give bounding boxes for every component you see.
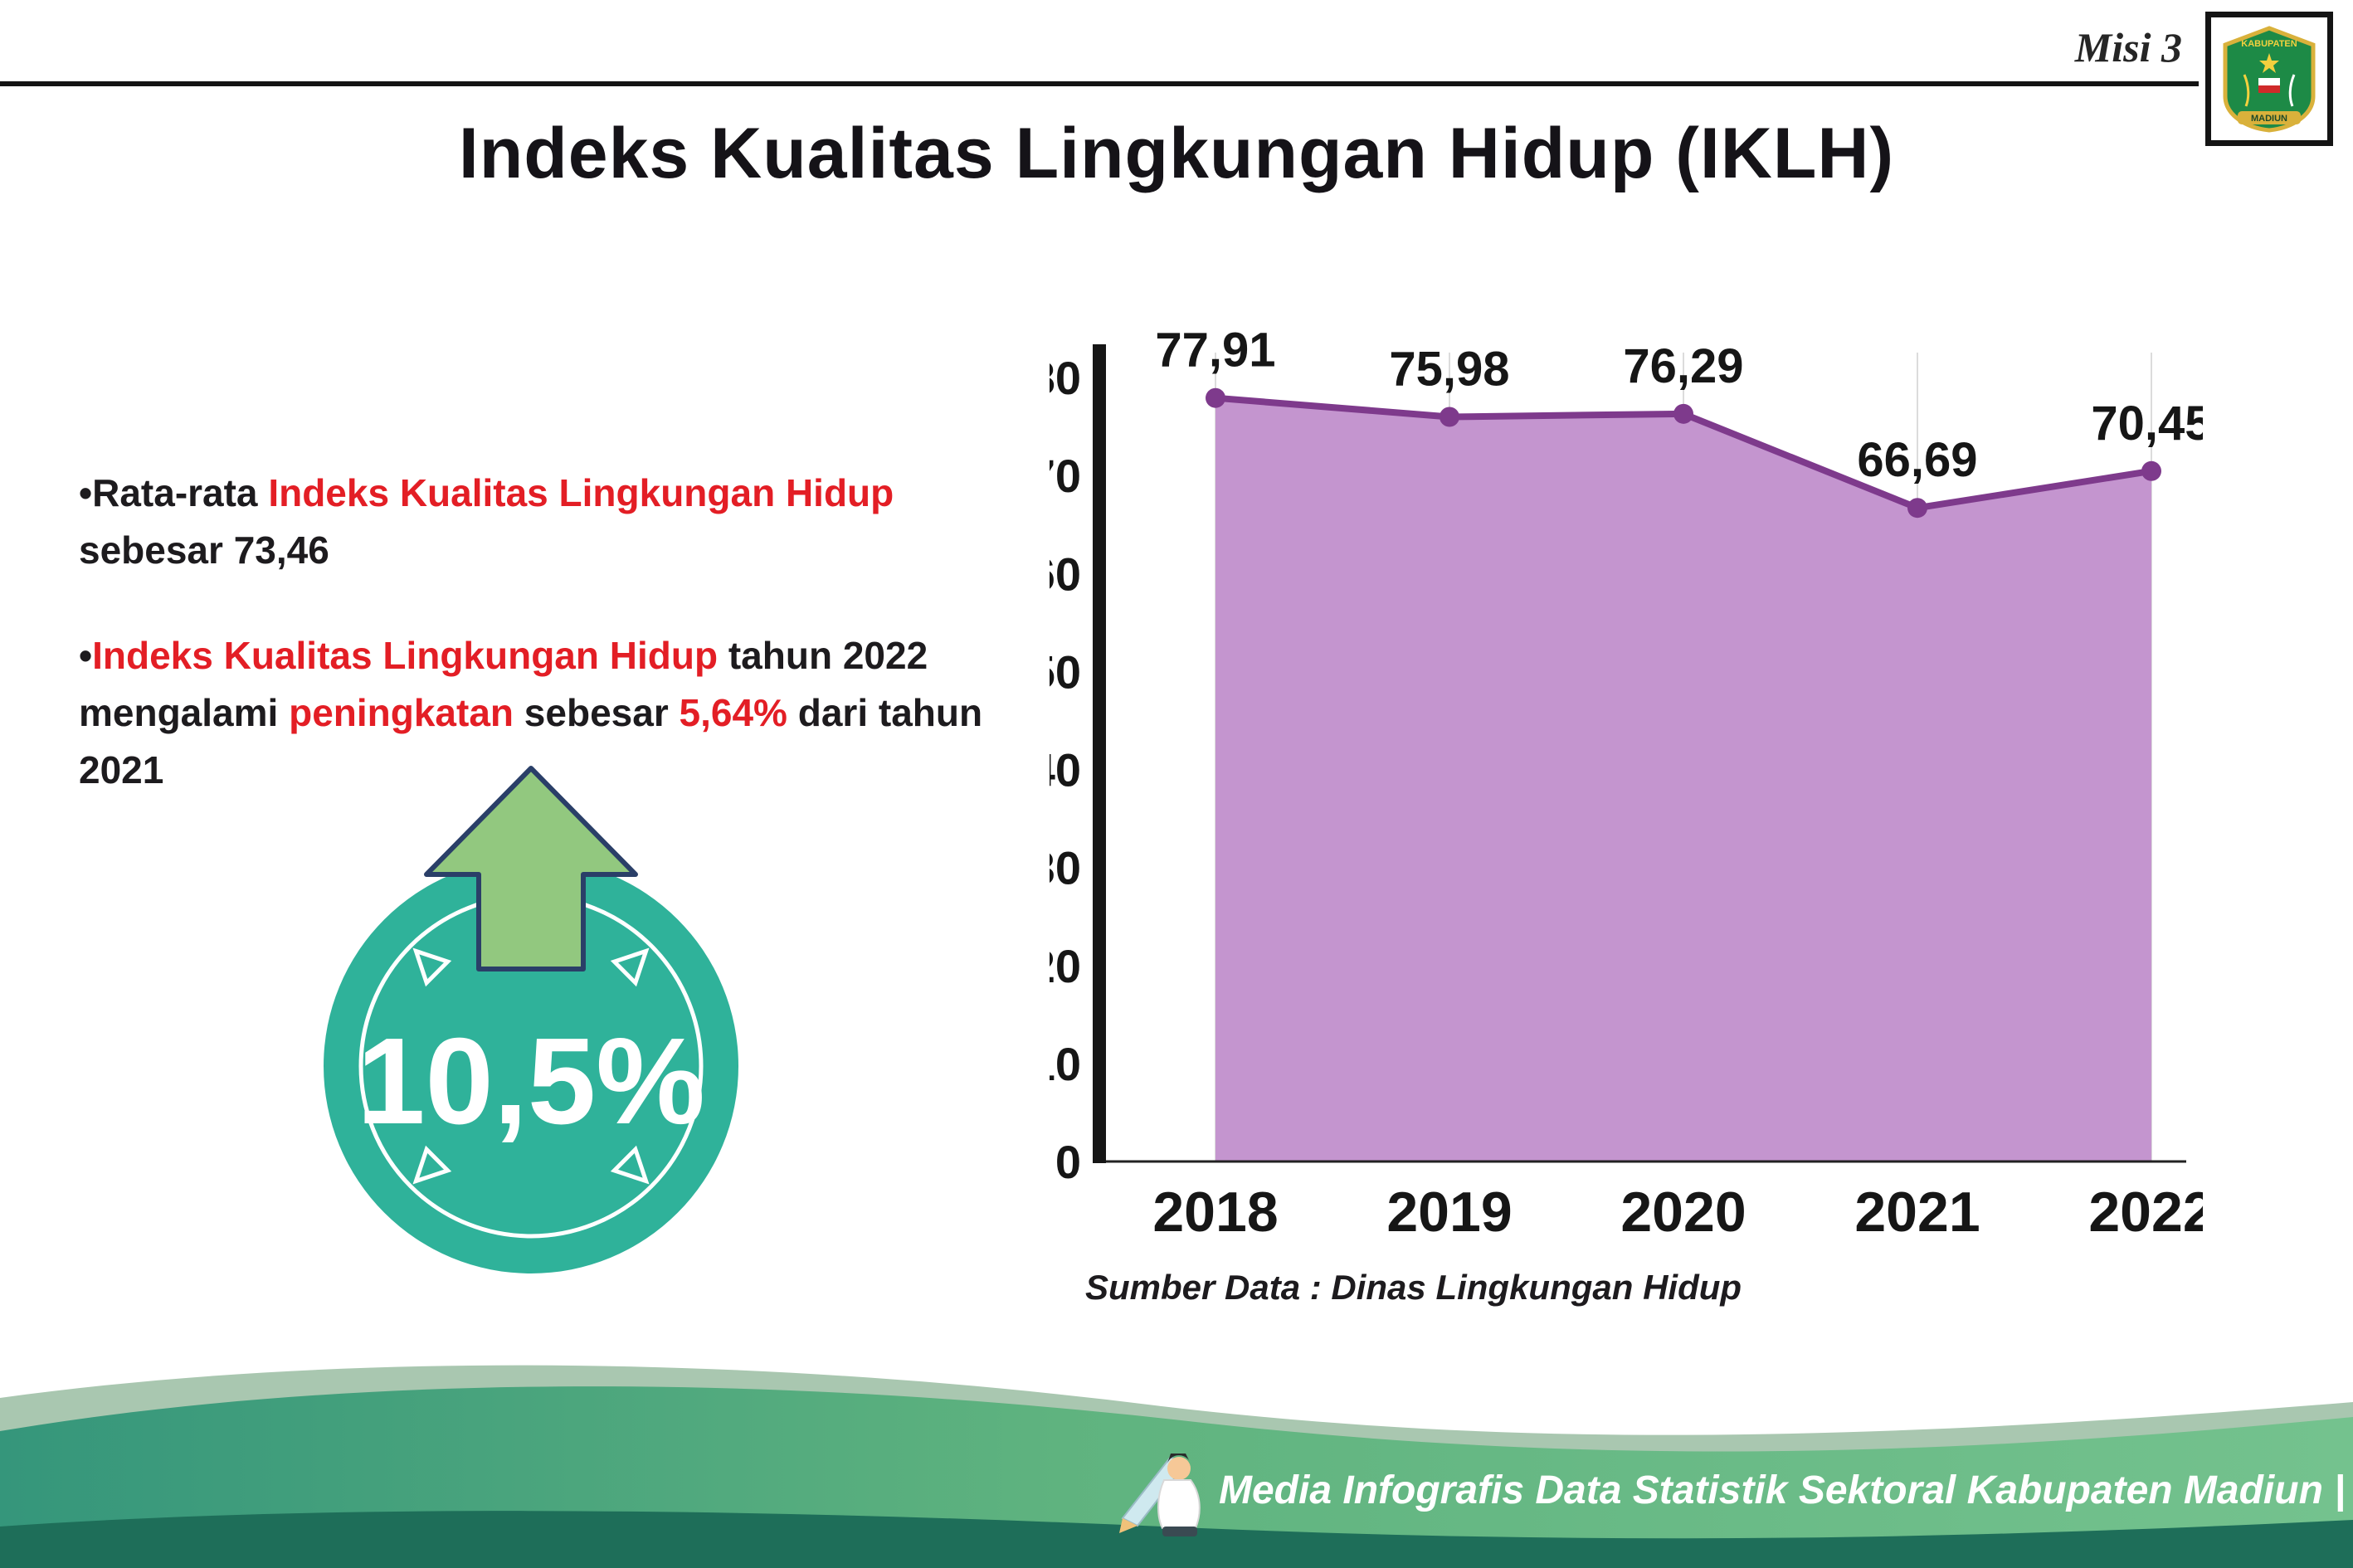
value-label-2020: 76,29 [1623,339,1743,393]
y-tick-label-70: 70 [1050,450,1081,502]
header-divider-line [0,81,2199,86]
mission-label: Misi 3 [2074,24,2182,71]
bullet2-highlight-2: peningkatan [289,691,514,734]
data-point-2022 [2141,460,2161,481]
y-tick-label-0: 0 [1055,1136,1081,1188]
page-title: Indeks Kualitas Lingkungan Hidup (IKLH) [458,114,1895,193]
wave-layer-dark [0,1511,2353,1568]
value-label-2022: 70,45 [2091,397,2203,450]
bullet1-highlight: Indeks Kualitas Lingkungan Hidup [268,471,894,514]
kabupaten-madiun-crest: KABUPATEN MADIUN [2223,26,2316,133]
area-fill [1215,397,2151,1161]
bullet2-highlight-3: 5,64% [679,691,787,734]
y-tick-label-50: 50 [1050,645,1081,698]
data-point-2019 [1440,407,1459,427]
crest-top-text: KABUPATEN [2241,39,2297,49]
badge-disc [324,859,738,1273]
bullet2-text-2: sebesar [514,691,680,734]
crest-flag-white [2258,78,2280,85]
increase-percentage: 10,5% [357,1013,705,1150]
crest-bottom-text: MADIUN [2251,114,2287,124]
bullet1-pre: Rata-rata [92,471,269,514]
increase-badge: 10,5% [324,859,738,1273]
iklh-area-chart: 0 10 20 30 40 50 60 70 80 77,91 75,98 76,29 66,69 70,… [1030,324,2214,1244]
x-label-2020: 2020 [1620,1181,1746,1244]
footer-credit: Media Infografis Data Statistik Sektoral… [1116,1442,2346,1538]
crest-paddy-left [2243,74,2250,107]
x-label-2018: 2018 [1152,1181,1278,1244]
y-tick-label-40: 40 [1050,744,1081,796]
bullet2-highlight-1: Indeks Kualitas Lingkungan Hidup [92,634,719,677]
bullet-marker: • [79,471,93,514]
x-label-2022: 2022 [2088,1181,2203,1244]
y-tick-label-60: 60 [1050,548,1081,600]
x-label-2019: 2019 [1386,1181,1512,1244]
bullet2-text-3: dari tahun 2021 [79,691,983,791]
crest-flag-red [2258,85,2280,93]
bullet-average-iklh: •Rata-rata Indeks Kualitas Lingkungan Hi… [79,465,983,579]
summary-bullets: •Rata-rata Indeks Kualitas Lingkungan Hi… [79,465,983,847]
value-label-2019: 75,98 [1389,342,1509,396]
y-tick-label-10: 10 [1050,1038,1081,1090]
up-arrow [423,765,639,972]
data-source-note: Sumber Data : Dinas Lingkungan Hidup [1085,1268,1742,1307]
footer-credit-text: Media Infografis Data Statistik Sektoral… [1219,1468,2346,1512]
y-tick-label-30: 30 [1050,842,1081,894]
bullet2-text-1: tahun 2022 mengalami [79,634,928,734]
bullet-increase-2022: •Indeks Kualitas Lingkungan Hidup tahun … [79,627,983,799]
crest-star [2259,53,2279,73]
crest-banner [2238,111,2301,124]
badge-ring-ticks [412,947,650,1185]
data-point-2021 [1907,498,1927,519]
data-point-2020 [1673,403,1693,424]
value-label-2021: 66,69 [1857,433,1977,487]
kabupaten-madiun-logo: KABUPATEN MADIUN [2205,12,2333,146]
writer-mascot-icon [1119,1454,1201,1536]
bullet1-post: sebesar 73,46 [79,528,329,572]
y-tick-label-20: 20 [1050,940,1081,992]
bullet-marker: • [79,634,93,677]
value-label-2018: 77,91 [1155,324,1275,377]
data-point-2018 [1206,387,1225,408]
crest-cotton-right [2288,74,2296,107]
up-arrow-icon [424,766,638,971]
x-label-2021: 2021 [1854,1181,1980,1244]
y-tick-label-80: 80 [1050,352,1081,404]
iklh-chart-container: 0 10 20 30 40 50 60 70 80 77,91 75,98 76,29 66,69 70,… [1030,307,2214,1261]
